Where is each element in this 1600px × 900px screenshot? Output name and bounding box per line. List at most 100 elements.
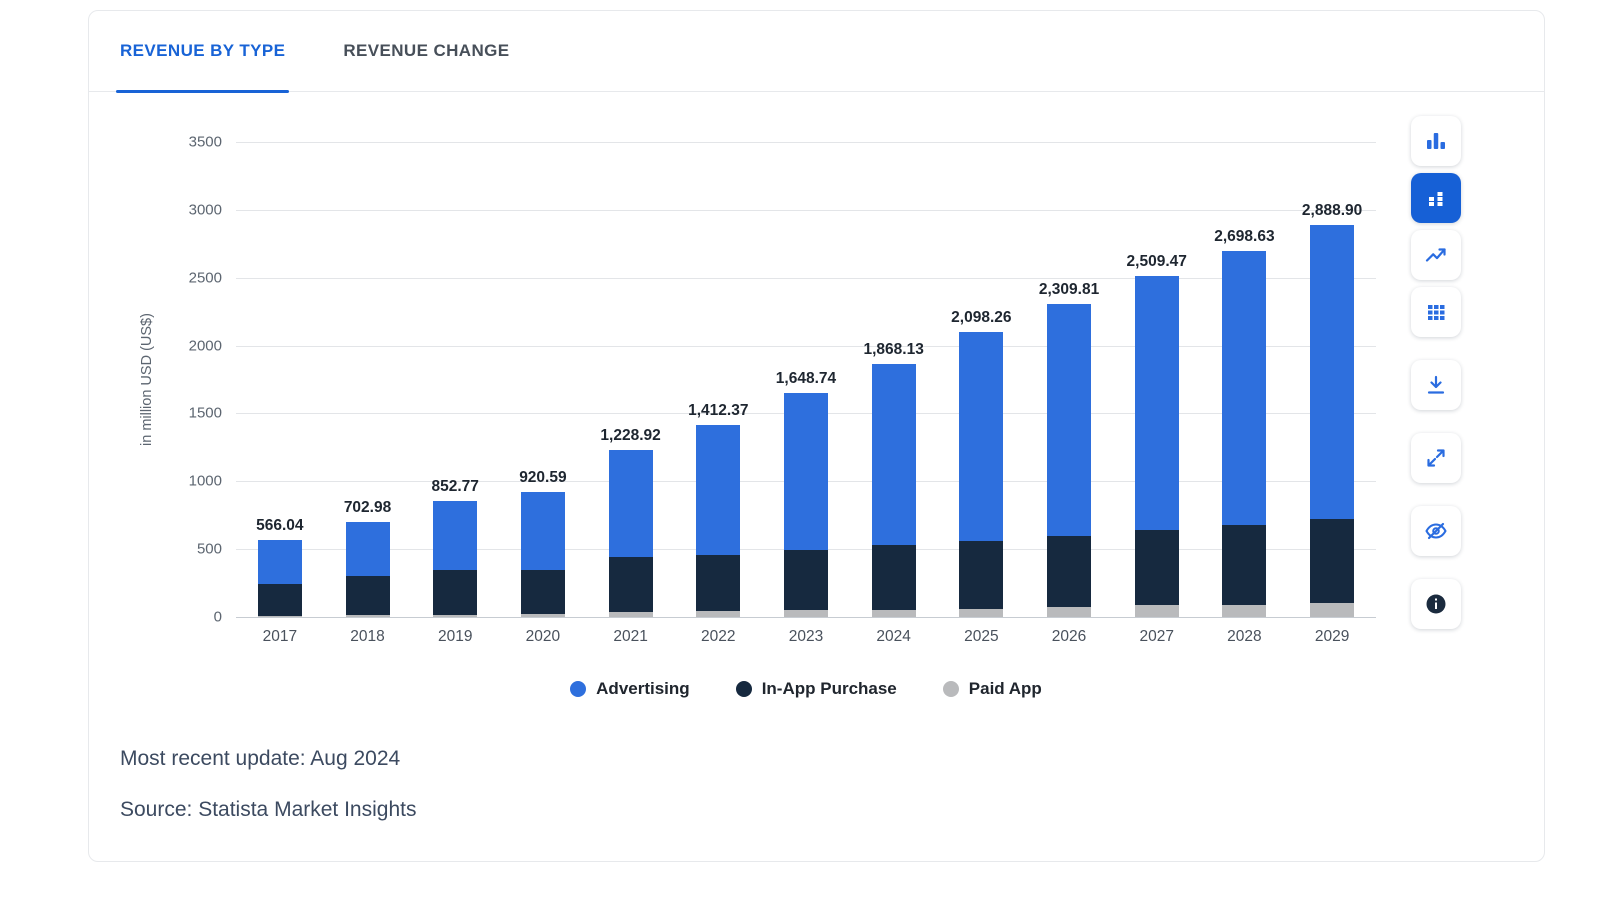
source-text: Source: Statista Market Insights: [120, 798, 417, 821]
bar-segment-advertising[interactable]: [257, 540, 302, 584]
bar-segment-paid-app[interactable]: [608, 612, 653, 617]
bar-segment-paid-app[interactable]: [345, 615, 390, 617]
hide-labels-button[interactable]: [1411, 506, 1461, 556]
chart-plot-area: 0 500 1000 1500 2000 2500 3000 3500 566.04 702.98…: [189, 134, 1376, 626]
y-axis-tick: 1500: [188, 404, 222, 422]
info-button[interactable]: [1411, 579, 1461, 629]
bar-segment-advertising[interactable]: [783, 393, 828, 550]
bar-stack: [257, 540, 302, 617]
bar-stack: [1222, 250, 1267, 617]
bar-segment-in-app-purchase[interactable]: [608, 557, 653, 613]
x-axis-label: 2019: [437, 628, 473, 645]
bar-total-label: 2,309.81: [1038, 280, 1100, 298]
bar-total-label: 852.77: [431, 478, 479, 496]
chart-type-line-button[interactable]: [1411, 230, 1461, 280]
bar-segment-in-app-purchase[interactable]: [257, 583, 302, 616]
gridline: [236, 209, 1376, 211]
bar-segment-in-app-purchase[interactable]: [871, 545, 916, 610]
y-axis-title: in million USD (US$): [139, 313, 155, 446]
line-chart-icon: [1425, 248, 1446, 262]
bar-group-2025[interactable]: 2,098.26: [938, 142, 1026, 617]
bar-segment-in-app-purchase[interactable]: [345, 576, 390, 616]
bar-segment-advertising[interactable]: [1222, 250, 1267, 526]
bar-segment-in-app-purchase[interactable]: [520, 569, 565, 614]
legend-item-advertising[interactable]: Advertising: [570, 679, 690, 699]
bar-total-label: 2,888.90: [1301, 201, 1363, 219]
bar-segment-paid-app[interactable]: [696, 610, 741, 617]
bar-segment-paid-app[interactable]: [1047, 607, 1092, 617]
bar-total-label: 2,509.47: [1126, 253, 1187, 271]
bar-group-2018[interactable]: 702.98: [324, 142, 412, 617]
bar-group-2019[interactable]: 852.77: [411, 142, 499, 617]
bar-segment-in-app-purchase[interactable]: [696, 554, 741, 611]
download-button[interactable]: [1411, 360, 1461, 410]
bar-group-2027[interactable]: 2,509.47: [1113, 142, 1201, 617]
bar-segment-paid-app[interactable]: [1310, 603, 1355, 617]
bar-total-label: 2,098.26: [951, 309, 1012, 327]
legend-label: Advertising: [596, 679, 690, 698]
bar-segment-paid-app[interactable]: [257, 615, 302, 617]
bar-segment-advertising[interactable]: [1047, 303, 1092, 536]
bar-segment-advertising[interactable]: [871, 363, 916, 546]
bar-segment-paid-app[interactable]: [871, 609, 916, 617]
bar-segment-in-app-purchase[interactable]: [1310, 519, 1355, 604]
gridline: [236, 142, 1376, 143]
fullscreen-button[interactable]: [1411, 433, 1461, 483]
legend-item-in-app-purchase[interactable]: In-App Purchase: [735, 679, 897, 699]
bar-segment-in-app-purchase[interactable]: [959, 541, 1004, 609]
y-axis-tick: 0: [213, 608, 222, 626]
bar-segment-advertising[interactable]: [959, 332, 1004, 542]
tab-revenue-by-type[interactable]: REVENUE BY TYPE: [115, 11, 290, 93]
bar-group-2026[interactable]: 2,309.81: [1025, 142, 1113, 617]
x-axis-label: 2028: [1227, 628, 1262, 645]
bar-segment-advertising[interactable]: [696, 425, 741, 555]
bar-segment-advertising[interactable]: [433, 501, 478, 570]
expand-icon: [1427, 449, 1445, 467]
x-axis-labels: 2017 2018 2019 2020 2021 2022 2023 2024 2025 2026…: [236, 618, 1376, 646]
bar-segment-advertising[interactable]: [1310, 224, 1355, 520]
x-axis-label: 2024: [876, 628, 911, 645]
bar-group-2029[interactable]: 2,888.90: [1288, 142, 1376, 617]
bar-group-2022[interactable]: 1,412.37: [674, 142, 762, 617]
table-view-button[interactable]: [1411, 287, 1461, 337]
bar-segment-in-app-purchase[interactable]: [433, 569, 478, 615]
bar-segment-in-app-purchase[interactable]: [1134, 530, 1179, 606]
bar-segment-paid-app[interactable]: [520, 613, 565, 617]
bar-group-2020[interactable]: 920.59: [499, 142, 587, 617]
bar-segment-in-app-purchase[interactable]: [1222, 525, 1267, 605]
bar-segment-in-app-purchase[interactable]: [783, 549, 828, 611]
y-axis-tick: 3000: [188, 201, 222, 219]
bar-total-label: 2,698.63: [1214, 227, 1275, 245]
gridline: [236, 345, 1376, 347]
column-chart-icon: [1427, 133, 1445, 149]
bar-segment-advertising[interactable]: [1134, 276, 1179, 531]
bar-group-2028[interactable]: 2,698.63: [1201, 142, 1289, 617]
bar-segment-paid-app[interactable]: [783, 610, 828, 617]
bar-group-2024[interactable]: 1,868.13: [850, 142, 938, 617]
bar-segment-paid-app[interactable]: [1222, 604, 1267, 617]
bar-segment-advertising[interactable]: [608, 450, 653, 558]
last-update-text: Most recent update: Aug 2024: [120, 747, 401, 770]
bar-group-2023[interactable]: 1,648.74: [762, 142, 850, 617]
y-axis-tick: 2500: [188, 269, 222, 287]
bar-segment-advertising[interactable]: [345, 521, 390, 577]
x-axis-label: 2026: [1051, 628, 1087, 645]
x-axis-label: 2020: [525, 628, 561, 645]
chart-toolbar: [1411, 116, 1461, 636]
bar-segment-advertising[interactable]: [520, 492, 565, 570]
bar-segment-paid-app[interactable]: [433, 614, 478, 617]
bar-segment-in-app-purchase[interactable]: [1047, 535, 1092, 608]
tab-revenue-change[interactable]: REVENUE CHANGE: [343, 41, 510, 60]
bar-segment-paid-app[interactable]: [1134, 605, 1179, 617]
legend-item-paid-app[interactable]: Paid App: [942, 679, 1042, 699]
bar-total-label: 702.98: [343, 498, 392, 516]
bar-segment-paid-app[interactable]: [959, 608, 1004, 617]
chart-type-column-button[interactable]: [1411, 116, 1461, 166]
download-icon: [1427, 375, 1445, 394]
bar-total-label: 1,648.74: [775, 370, 837, 388]
x-axis-label: 2021: [613, 628, 648, 645]
chart-type-stacked-button[interactable]: [1411, 173, 1461, 223]
bar-group-2021[interactable]: 1,228.92: [587, 142, 675, 617]
bar-group-2017[interactable]: 566.04: [236, 142, 324, 617]
y-axis-tick: 1000: [188, 472, 222, 490]
